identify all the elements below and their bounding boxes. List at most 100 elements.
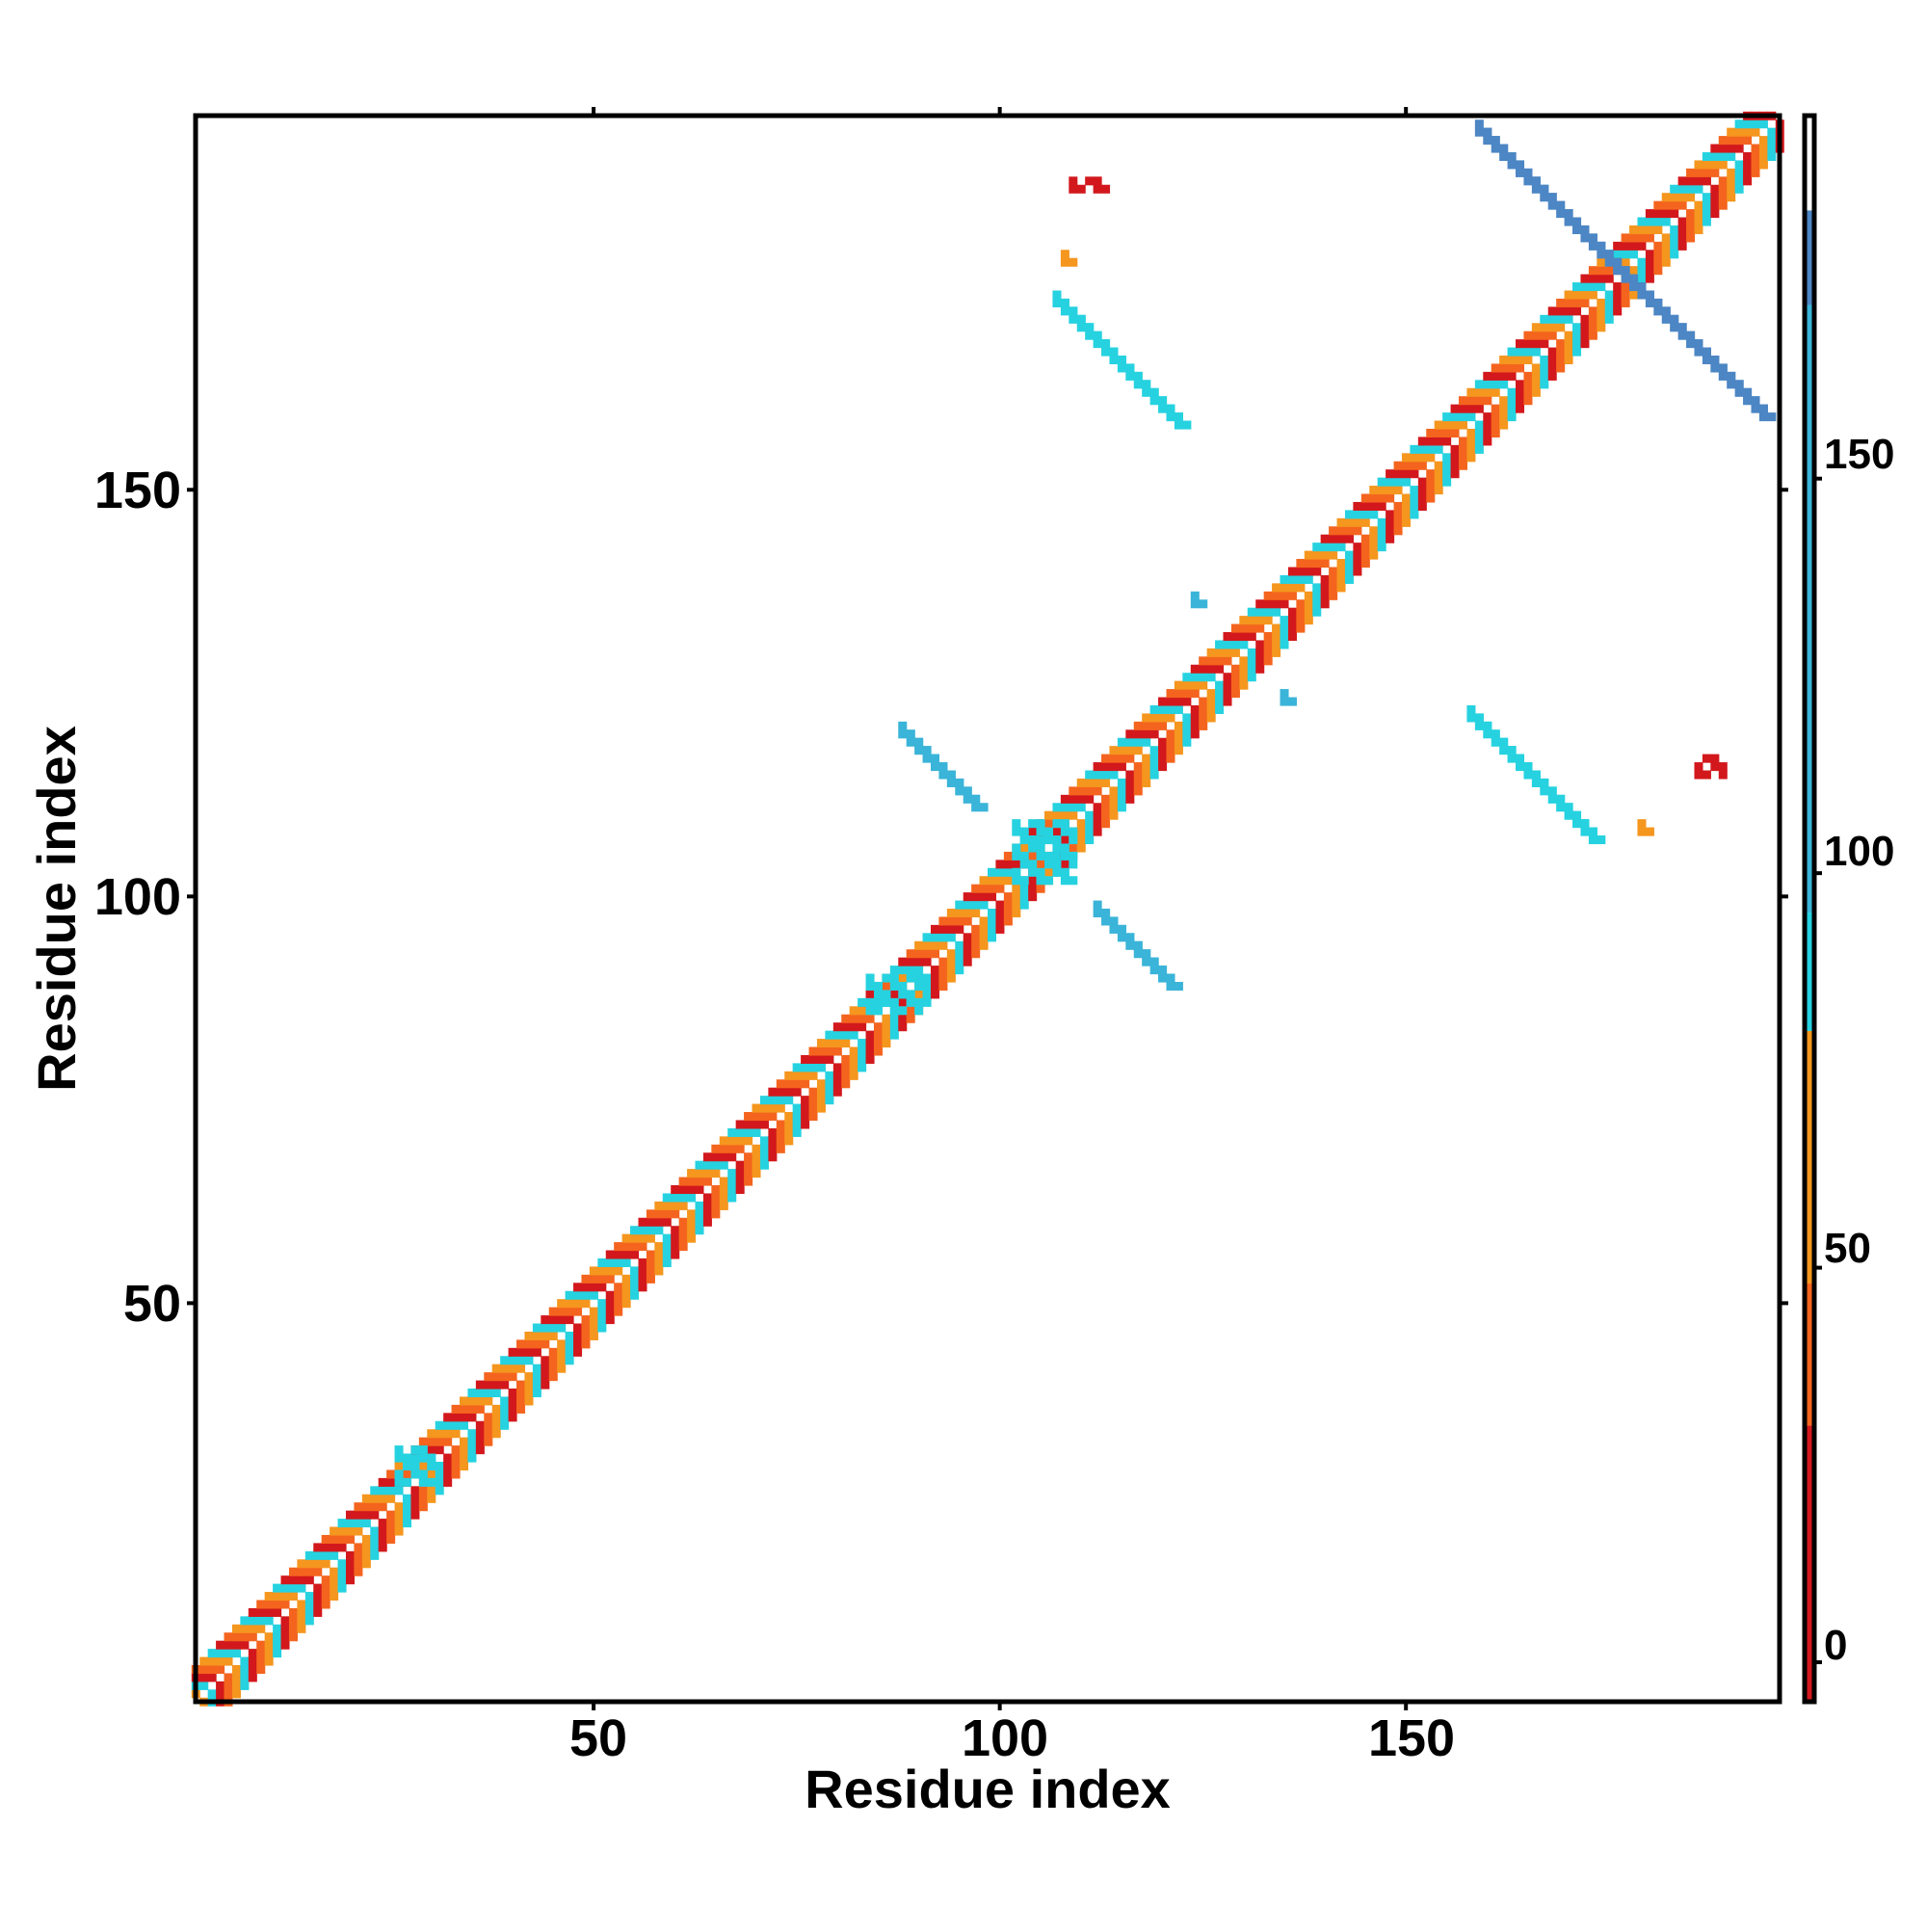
diagonal-contact-cell — [1727, 184, 1736, 194]
sheet-contact-cell — [1588, 233, 1597, 243]
diagonal-contact-cell — [1369, 493, 1379, 503]
patch-contact-cell — [1060, 257, 1069, 267]
diagonal-contact-cell — [1751, 160, 1760, 170]
diagonal-contact-cell — [792, 1120, 802, 1129]
diagonal-contact-cell — [508, 1396, 517, 1406]
diagonal-contact-cell — [1158, 697, 1168, 706]
diagonal-contact-cell — [816, 1103, 826, 1113]
patch-contact-cell — [906, 997, 915, 1007]
diagonal-contact-cell — [930, 933, 940, 942]
diagonal-contact-cell — [1247, 664, 1256, 674]
diagonal-contact-cell — [1182, 680, 1192, 690]
diagonal-contact-cell — [443, 1453, 453, 1463]
sheet-contact-cell — [1117, 356, 1126, 365]
diagonal-contact-cell — [330, 1575, 339, 1585]
diagonal-contact-cell — [1580, 298, 1590, 307]
diagonal-contact-cell — [1572, 339, 1582, 349]
diagonal-contact-cell — [1629, 290, 1639, 300]
patch-contact-cell — [1060, 867, 1069, 877]
diagonal-contact-cell — [1466, 412, 1476, 422]
diagonal-contact-cell — [1369, 550, 1379, 560]
sheet-contact-cell — [1629, 282, 1639, 292]
diagonal-contact-cell — [1507, 363, 1517, 373]
patch-contact-cell — [1280, 697, 1289, 706]
diagonal-contact-cell — [768, 1152, 778, 1162]
diagonal-contact-cell — [1410, 501, 1419, 511]
sheet-contact-cell — [1142, 957, 1151, 966]
diagonal-contact-cell — [930, 949, 940, 959]
diagonal-contact-cell — [825, 1039, 834, 1048]
diagonal-contact-cell — [1360, 517, 1370, 527]
diagonal-contact-cell — [1686, 233, 1696, 243]
diagonal-contact-cell — [1401, 477, 1411, 487]
diagonal-contact-cell — [1263, 607, 1273, 617]
sheet-contact-cell — [1702, 356, 1711, 365]
diagonal-contact-cell — [671, 1226, 680, 1235]
diagonal-contact-cell — [1239, 632, 1249, 642]
diagonal-contact-cell — [1329, 591, 1338, 600]
diagonal-contact-cell — [1076, 786, 1086, 796]
diagonal-contact-cell — [1149, 762, 1159, 772]
sheet-contact-cell — [1174, 981, 1183, 992]
diagonal-contact-cell — [224, 1649, 233, 1658]
diagonal-contact-cell — [435, 1486, 444, 1495]
diagonal-contact-cell — [1637, 257, 1647, 267]
diagonal-contact-cell — [1613, 298, 1623, 307]
diagonal-contact-cell — [735, 1160, 745, 1170]
patch-contact-cell — [1028, 835, 1038, 845]
diagonal-contact-cell — [573, 1299, 583, 1309]
diagonal-contact-cell — [1239, 623, 1249, 633]
sheet-contact-cell — [1507, 754, 1517, 763]
diagonal-contact-cell — [1101, 762, 1111, 772]
diagonal-contact-cell — [1491, 404, 1500, 413]
diagonal-contact-cell — [199, 1656, 209, 1666]
diagonal-contact-cell — [1450, 420, 1460, 430]
sheet-contact-cell — [1093, 339, 1102, 349]
patch-contact-cell — [898, 1006, 908, 1016]
diagonal-contact-cell — [1767, 136, 1777, 146]
diagonal-contact-cell — [832, 1063, 842, 1072]
diagonal-contact-cell — [313, 1567, 323, 1576]
diagonal-contact-cell — [1588, 306, 1597, 316]
patch-contact-cell — [1093, 184, 1102, 194]
x-tick-label-50: 50 — [569, 1709, 627, 1767]
diagonal-contact-cell — [435, 1469, 444, 1479]
diagonal-contact-cell — [297, 1616, 306, 1626]
diagonal-contact-cell — [1434, 461, 1443, 470]
diagonal-contact-cell — [1003, 860, 1013, 869]
diagonal-contact-cell — [386, 1534, 396, 1544]
diagonal-contact-cell — [1142, 778, 1151, 787]
diagonal-contact-cell — [1751, 127, 1760, 137]
diagonal-contact-cell — [1580, 314, 1590, 324]
diagonal-contact-cell — [1442, 469, 1452, 479]
diagonal-contact-cell — [687, 1226, 697, 1235]
patch-contact-cell — [1052, 819, 1062, 829]
diagonal-contact-cell — [354, 1567, 363, 1576]
diagonal-contact-cell — [1734, 127, 1744, 137]
diagonal-contact-cell — [224, 1656, 233, 1666]
diagonal-contact-cell — [1239, 673, 1249, 682]
sheet-contact-cell — [1604, 250, 1614, 259]
diagonal-contact-cell — [427, 1445, 436, 1455]
patch-contact-cell — [1085, 176, 1095, 186]
sheet-contact-cell — [946, 778, 956, 787]
diagonal-contact-cell — [1434, 428, 1443, 438]
diagonal-contact-cell — [1239, 616, 1249, 625]
sheet-contact-cell — [1109, 924, 1119, 934]
diagonal-contact-cell — [1158, 746, 1168, 755]
diagonal-contact-cell — [581, 1323, 591, 1333]
diagonal-contact-cell — [808, 1103, 818, 1113]
sheet-contact-cell — [898, 729, 908, 739]
sheet-contact-cell — [963, 786, 972, 796]
diagonal-contact-cell — [378, 1526, 387, 1536]
diagonal-contact-cell — [1076, 843, 1086, 853]
patch-contact-cell — [1060, 851, 1069, 860]
diagonal-contact-cell — [938, 966, 948, 975]
sheet-contact-cell — [1597, 250, 1606, 259]
sheet-contact-cell — [1661, 306, 1671, 316]
diagonal-contact-cell — [702, 1177, 712, 1186]
diagonal-contact-cell — [1572, 306, 1582, 316]
diagonal-contact-cell — [1296, 567, 1306, 576]
diagonal-contact-cell — [849, 1030, 858, 1040]
